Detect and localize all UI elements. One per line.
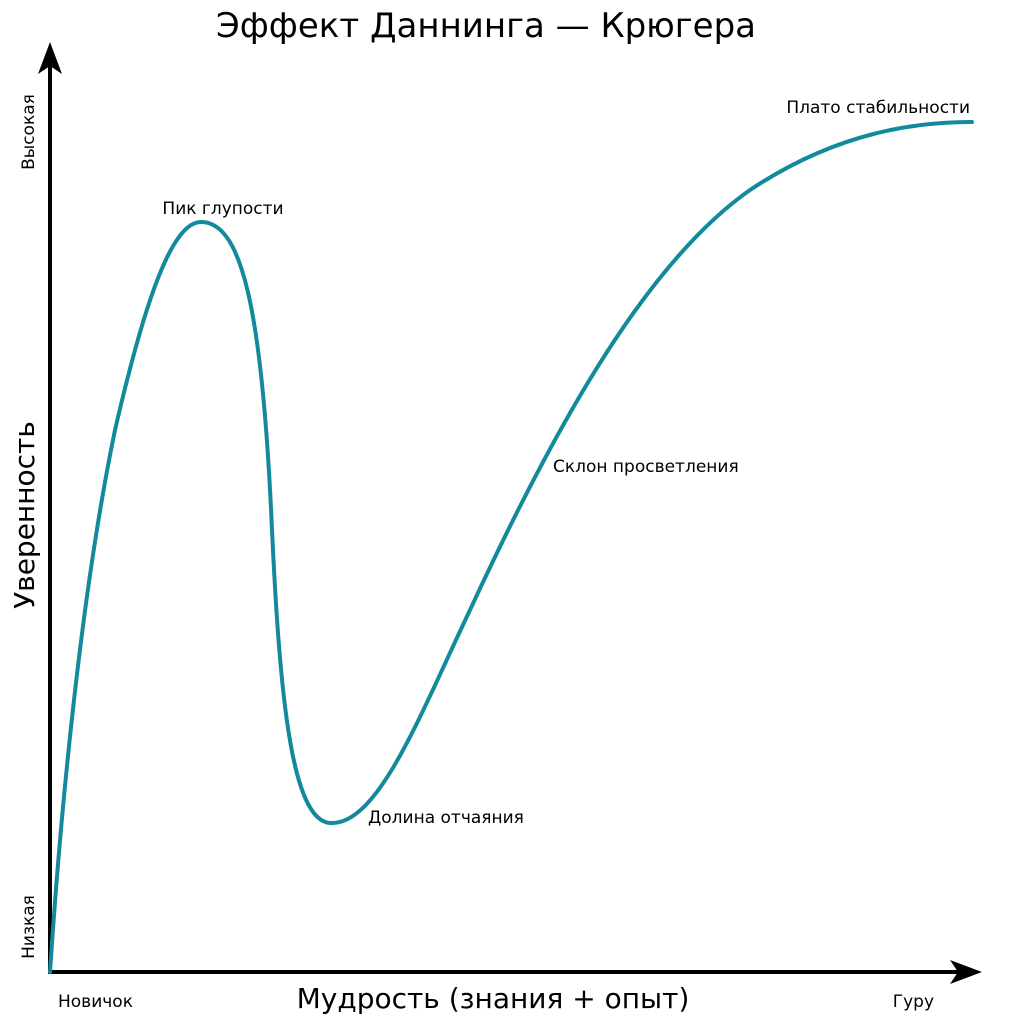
- annotation-plateau: Плато стабильности: [786, 98, 970, 118]
- y-axis-max-label: Высокая: [19, 94, 39, 170]
- confidence-curve: [48, 120, 974, 974]
- y-axis-title: Уверенность: [8, 421, 41, 609]
- x-axis-title: Мудрость (знания + опыт): [297, 982, 690, 1015]
- x-axis-min-label: Новичок: [58, 992, 133, 1012]
- y-axis-min-label: Низкая: [19, 895, 39, 959]
- diagram-title: Эффект Даннинга — Крюгера: [216, 6, 756, 46]
- x-axis-max-label: Гуру: [893, 992, 934, 1012]
- y-axis-arrow-icon: [38, 42, 62, 74]
- x-axis-arrow-icon: [950, 960, 982, 984]
- annotation-valley: Долина отчаяния: [368, 808, 524, 828]
- annotation-peak: Пик глупости: [162, 199, 283, 219]
- annotation-slope: Склон просветления: [553, 457, 739, 477]
